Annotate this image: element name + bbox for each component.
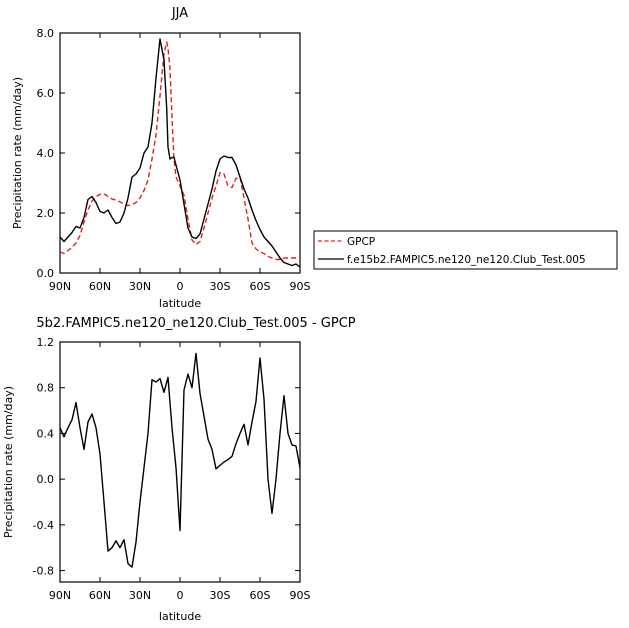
plot1-series-line-0 (59, 352, 301, 568)
bottom-plot-ylabel: Precipitation rate (mm/day) (2, 386, 15, 538)
plot0-xtick-label: 90S (290, 280, 311, 293)
plot1-ytick-label: -0.4 (33, 519, 54, 532)
plot1-xtick-label: 60S (250, 589, 271, 602)
bottom-plot-title: 5b2.FAMPIC5.ne120_ne120.Club_Test.005 - … (36, 316, 355, 331)
plot0-xtick-label: 0 (177, 280, 184, 293)
plot0-series-line-1 (59, 38, 301, 268)
plot0-xtick-label: 60S (250, 280, 271, 293)
legend: GPCP f.e15b2.FAMPIC5.ne120_ne120.Club_Te… (313, 230, 618, 270)
plot0-xtick-label: 30N (129, 280, 151, 293)
plot0-xtick-label: 30S (210, 280, 231, 293)
plot0-series-line-0 (59, 41, 300, 261)
plot0-xtick-label: 90N (49, 280, 71, 293)
legend-box (313, 230, 618, 270)
plot1-ytick-label: -0.8 (33, 565, 54, 578)
plot1-ytick-label: 0.4 (37, 427, 55, 440)
plot0-ytick-label: 2.0 (37, 207, 55, 220)
plot1-xtick-label: 0 (177, 589, 184, 602)
top-plot-xlabel: latitude (159, 297, 201, 310)
plot1-xtick-label: 90N (49, 589, 71, 602)
plot0-ytick-label: 6.0 (37, 87, 55, 100)
plot1-xtick-label: 90S (290, 589, 311, 602)
top-plot-ylabel: Precipitation rate (mm/day) (11, 77, 24, 229)
plot1-ytick-label: 1.2 (37, 336, 55, 349)
legend-gpcp-label: GPCP (347, 236, 375, 248)
top-plot: JJA 90N 60N 30N 0 30S 60S 90S 0.0 2.0 4.0 6.0 8.0 l… (11, 6, 311, 310)
legend-model-label: f.e15b2.FAMPIC5.ne120_ne120.Club_Test.00… (347, 254, 586, 266)
bottom-plot: 5b2.FAMPIC5.ne120_ne120.Club_Test.005 - … (2, 316, 356, 623)
bottom-plot-xlabel: latitude (159, 610, 201, 623)
plot0-ytick-label: 8.0 (37, 27, 55, 40)
plot1-xtick-label: 30N (129, 589, 151, 602)
plot0-ytick-label: 4.0 (37, 147, 55, 160)
plot1-ytick-label: 0.0 (37, 473, 55, 486)
plot1-ytick-label: 0.8 (37, 382, 55, 395)
bottom-plot-frame (59, 341, 301, 583)
plot0-ytick-label: 0.0 (37, 267, 55, 280)
plot1-xtick-label: 60N (89, 589, 111, 602)
plot1-xtick-label: 30S (210, 589, 231, 602)
plot0-xtick-label: 60N (89, 280, 111, 293)
top-plot-title: JJA (171, 6, 188, 21)
